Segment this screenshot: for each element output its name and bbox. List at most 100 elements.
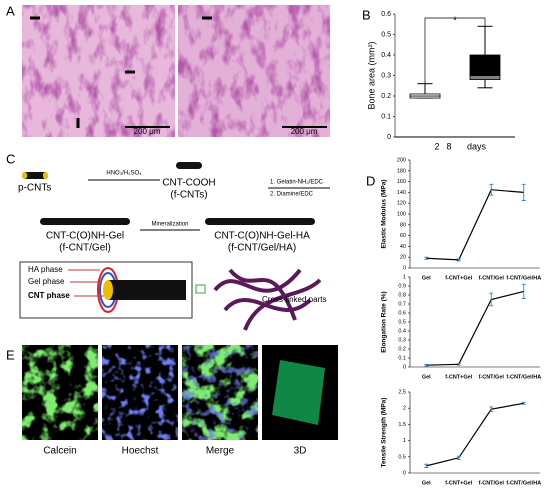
leader	[68, 269, 104, 297]
cnt-icon	[22, 172, 48, 179]
error-bar	[489, 292, 494, 307]
y-tick-label: 20	[400, 255, 406, 261]
x-tick-label: 8	[446, 141, 451, 151]
y-tick-label: 0.3	[398, 337, 406, 343]
error-bar	[424, 463, 429, 468]
error-bar	[489, 183, 494, 196]
significance-bracket	[424, 17, 486, 84]
scale-label: 200 μm	[291, 127, 318, 136]
cnt-icon	[205, 218, 315, 225]
error-bar	[424, 363, 429, 367]
panel-label: E	[6, 347, 15, 362]
error-bar	[521, 183, 526, 201]
box-upper	[409, 93, 441, 97]
cnt-cap	[22, 172, 27, 179]
y-tick-label: 0.4	[398, 328, 406, 334]
error-bar	[489, 406, 494, 412]
label: 1. Gelatin-NH₂/EDC	[270, 180, 324, 186]
cnt-icon	[176, 162, 202, 169]
label: HNO₃/H₂SO₄	[106, 171, 142, 177]
label: 2. Diamine/EDC	[270, 192, 314, 198]
label: (f-CNT/Gel)	[59, 243, 111, 254]
histology-images: 200 μm 200 μm	[22, 5, 330, 137]
x-tick-label: f-CNT+Gel	[445, 374, 473, 380]
image-texture	[102, 345, 178, 440]
cnt-body	[108, 280, 186, 300]
fluorescence-images: Calcein Hoechst Merge 3D	[22, 345, 338, 457]
y-axis-label: Elastic Modulus (MPa)	[381, 180, 388, 249]
label: CNT-C(O)NH-Gel-HA	[214, 231, 310, 242]
y-tick-label: 0.3	[381, 72, 391, 79]
y-tick-label: 40	[400, 244, 406, 250]
label: (f-CNTs)	[170, 190, 207, 201]
y-tick-label: 1.5	[398, 422, 406, 428]
synthesis-diagram: p-CNTs HNO₃/H₂SO₄ CNT-COOH (f-CNTs) 1. G…	[18, 162, 330, 331]
y-axis-label: Bone area (mm²)	[366, 41, 376, 109]
series-line	[426, 290, 524, 366]
label: CNT phase	[28, 291, 70, 300]
x-tick-label: f-CNT/Gel/HA	[506, 374, 541, 380]
y-tick-label: 0.6	[398, 310, 406, 316]
network	[213, 268, 322, 331]
y-tick-label: 0.2	[381, 93, 391, 100]
label: Gel phase	[28, 277, 65, 286]
x-tick-label: f-CNT/Gel	[479, 275, 505, 281]
x-tick-label: f-CNT+Gel	[445, 275, 473, 281]
y-tick-label: 0.7	[398, 301, 406, 307]
y-axis-label: Tensile Strength (MPa)	[381, 398, 388, 468]
x-tick-label: Gel	[422, 275, 431, 281]
y-tick-label: 2	[403, 406, 406, 412]
y-tick-label: 0.5	[381, 31, 391, 38]
x-tick-label: f-CNT/Gel	[479, 374, 505, 380]
error-bar	[521, 283, 526, 300]
y-tick-label: 140	[397, 190, 406, 196]
x-axis-label: days	[467, 141, 487, 151]
error-bar	[456, 258, 461, 262]
y-tick-label: 0.1	[398, 355, 406, 361]
x-tick-label: f-CNT+Gel	[445, 480, 473, 486]
y-tick-label: 2.5	[398, 389, 406, 395]
histology-texture	[178, 5, 330, 137]
x-tick-label: 2	[434, 141, 439, 151]
label: Mineralization	[151, 222, 188, 228]
cnt-cap	[43, 172, 48, 179]
error-bar	[456, 362, 461, 366]
panel-label: A	[6, 3, 15, 18]
box-lower	[469, 75, 501, 80]
series-line	[426, 189, 524, 261]
cnt-icon	[40, 218, 130, 225]
error-bar	[424, 256, 429, 260]
label: CNT-COOH	[162, 178, 215, 189]
zoom-box	[195, 284, 206, 294]
y-tick-label: 0	[387, 134, 391, 141]
y-tick-label: 1	[403, 274, 406, 280]
caption: Merge	[206, 446, 235, 457]
caption: Hoechst	[122, 446, 159, 457]
y-tick-label: 0.9	[398, 283, 406, 289]
detail-box	[19, 261, 193, 319]
label: p-CNTs	[18, 183, 51, 194]
y-tick-label: 0.2	[398, 346, 406, 352]
y-tick-label: 1	[403, 438, 406, 444]
image-texture	[182, 345, 258, 440]
y-tick-label: 0.8	[398, 292, 406, 298]
histology-texture	[22, 5, 175, 137]
annotation: *	[453, 16, 457, 27]
y-axis-label: Elongation Rate (%)	[381, 291, 388, 352]
x-tick-label: Gel	[422, 374, 431, 380]
arrow	[30, 16, 212, 128]
cnt-end	[103, 280, 113, 300]
label: Cross-linked parts	[262, 295, 326, 304]
panel-label: B	[362, 7, 371, 22]
y-tick-label: 0	[403, 364, 406, 370]
label: CNT-C(O)NH-Gel	[46, 231, 124, 242]
x-tick-label: f-CNT/Gel	[479, 480, 505, 486]
volume	[272, 360, 325, 425]
y-tick-label: 180	[397, 168, 406, 174]
y-tick-label: 60	[400, 233, 406, 239]
y-tick-label: 0.6	[381, 11, 391, 18]
y-tick-label: 0.5	[398, 319, 406, 325]
x-tick-label: f-CNT/Gel/HA	[506, 275, 541, 281]
scale-label: 200 μm	[134, 127, 161, 136]
